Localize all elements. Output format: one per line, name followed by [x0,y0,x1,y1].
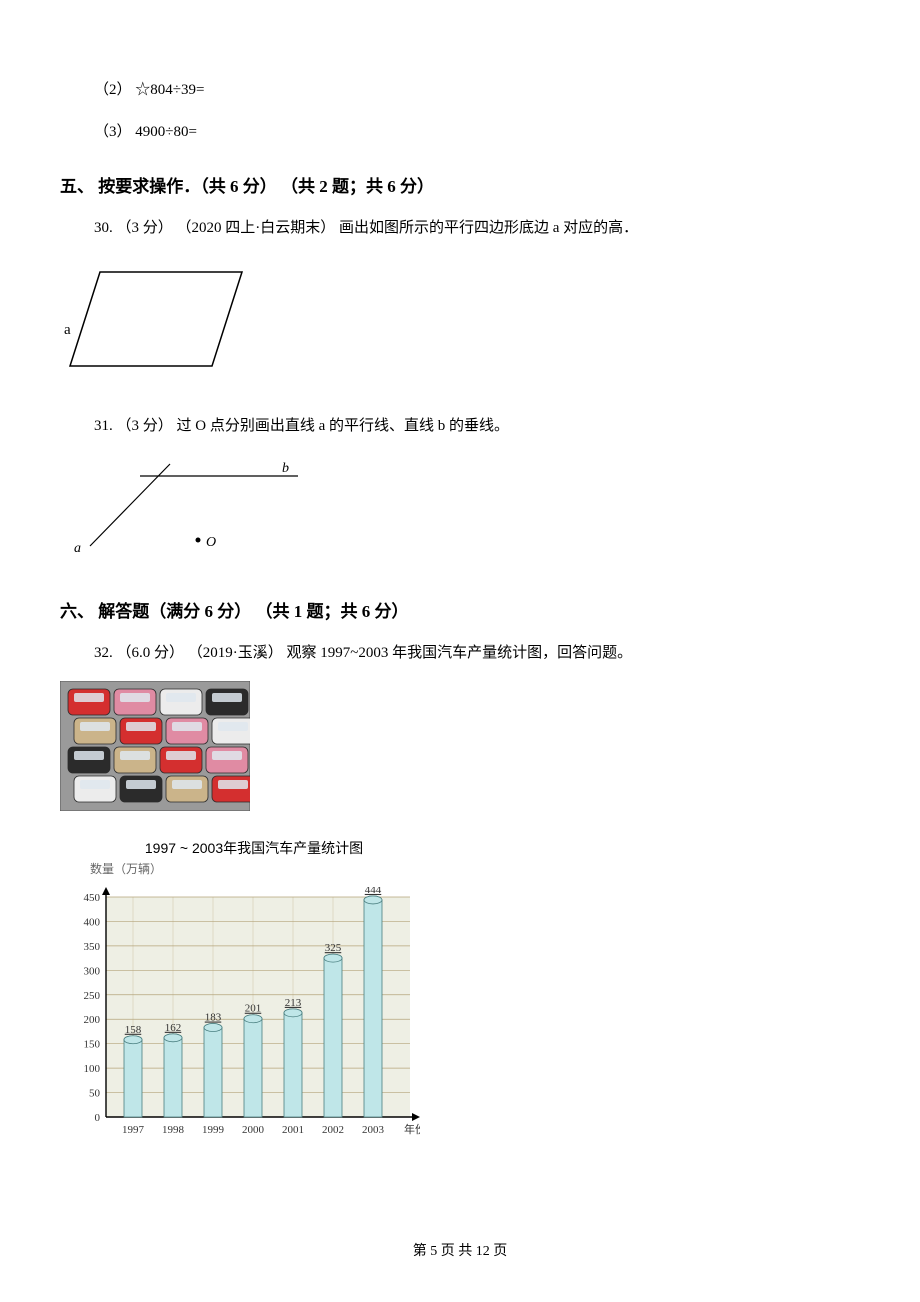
figure-32-chart: 0 50 100 150 200 250 300 350 400 450 158 1997 162 199… [60,887,860,1152]
svg-text:400: 400 [84,916,101,928]
svg-text:300: 300 [84,965,101,977]
svg-text:100: 100 [84,1063,101,1075]
svg-text:0: 0 [95,1112,101,1124]
question-31: 31. （3 分） 过 O 点分别画出直线 a 的平行线、直线 b 的垂线。 [94,413,860,440]
svg-text:183: 183 [205,1012,222,1024]
svg-text:158: 158 [125,1024,142,1036]
section-5-heading: 五、 按要求操作．（共 6 分） （共 2 题；共 6 分） [60,172,860,197]
svg-text:1998: 1998 [162,1124,185,1136]
svg-text:O: O [206,535,216,550]
bar-chart-svg: 0 50 100 150 200 250 300 350 400 450 158 1997 162 199… [60,887,420,1147]
svg-text:1997: 1997 [122,1124,145,1136]
parallelogram-svg: a [60,256,250,386]
svg-text:2001: 2001 [282,1124,304,1136]
section-6-heading: 六、 解答题（满分 6 分） （共 1 题；共 6 分） [60,597,860,622]
svg-text:325: 325 [325,942,342,954]
question-item-2: （2） ☆804÷39= [94,78,860,102]
svg-text:201: 201 [245,1003,262,1015]
figure-32-photo [60,681,860,816]
svg-text:2003: 2003 [362,1124,385,1136]
svg-text:a: a [74,541,81,556]
figure-30-parallelogram: a [60,256,860,391]
svg-text:50: 50 [89,1088,101,1100]
svg-text:150: 150 [84,1039,101,1051]
traffic-photo-svg [60,681,250,811]
figure-31-lines: b a O [60,454,860,569]
svg-text:444: 444 [365,887,382,896]
chart-title: 1997 ~ 2003年我国汽车产量统计图 [84,838,424,858]
question-30: 30. （3 分） （2020 四上·白云期末） 画出如图所示的平行四边形底边 … [94,215,860,242]
svg-text:250: 250 [84,990,101,1002]
svg-text:2002: 2002 [322,1124,344,1136]
svg-text:a: a [64,322,71,338]
svg-text:450: 450 [84,892,101,904]
svg-text:1999: 1999 [202,1124,225,1136]
question-item-3: （3） 4900÷80= [94,120,860,144]
question-32: 32. （6.0 分） （2019·玉溪） 观察 1997~2003 年我国汽车… [94,640,860,667]
svg-text:162: 162 [165,1022,182,1034]
page-footer: 第 5 页 共 12 页 [0,1240,920,1260]
svg-text:350: 350 [84,941,101,953]
chart-y-axis-label: 数量（万辆） [90,860,860,877]
svg-text:年份: 年份 [404,1122,420,1136]
lines-svg: b a O [60,454,310,564]
svg-text:2000: 2000 [242,1124,265,1136]
svg-text:213: 213 [285,997,302,1009]
svg-text:200: 200 [84,1014,101,1026]
svg-text:b: b [282,461,289,476]
